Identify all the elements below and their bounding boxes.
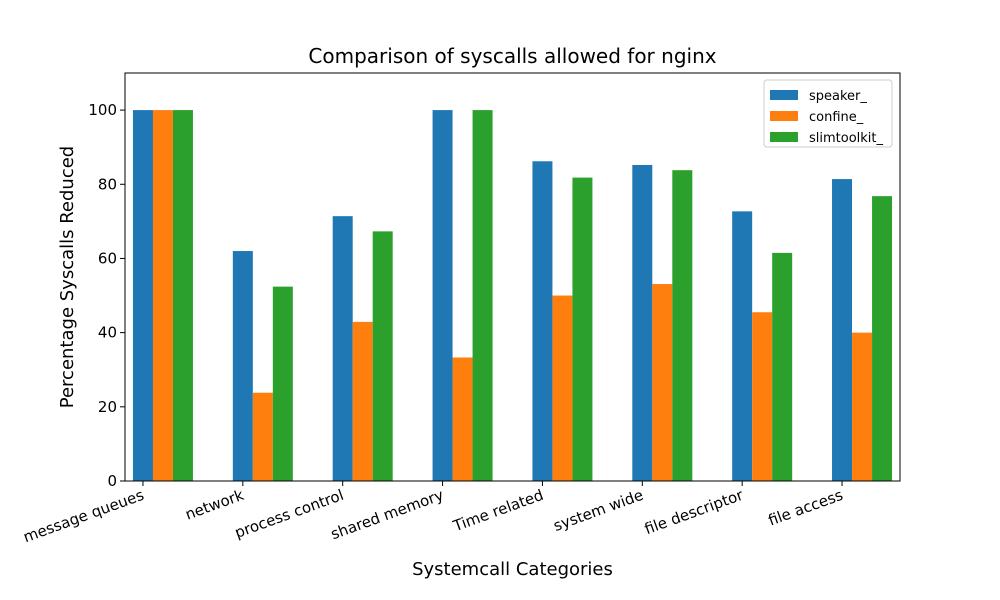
bar	[532, 161, 553, 481]
plot-frame	[124, 72, 901, 482]
y-tick-label: 40	[98, 324, 117, 342]
y-tick-label: 0	[107, 472, 117, 490]
bar	[752, 312, 773, 481]
x-tick-label: system wide	[551, 486, 646, 535]
legend: speaker_ confine_ slimtoolkit_	[763, 79, 893, 148]
legend-label: confine_	[809, 110, 864, 125]
bar	[372, 231, 393, 481]
bar	[472, 110, 493, 481]
bar	[452, 357, 473, 481]
bars-group	[132, 110, 893, 482]
bar	[572, 177, 593, 481]
bar	[232, 251, 253, 481]
chart-title: Comparison of syscalls allowed for nginx	[308, 44, 716, 68]
y-axis-label: Percentage Syscalls Reduced	[57, 146, 78, 408]
bar	[852, 332, 873, 481]
legend-swatch	[770, 111, 798, 121]
legend-label: speaker_	[809, 89, 867, 104]
y-tick-label: 100	[88, 101, 117, 119]
bar	[552, 295, 573, 481]
x-tick-label: Time related	[450, 486, 546, 536]
x-tick-label: file access	[766, 486, 846, 530]
bar	[332, 216, 353, 482]
bar	[352, 321, 373, 481]
y-tick-label: 80	[98, 175, 117, 193]
bar	[132, 110, 153, 481]
bar	[252, 392, 273, 481]
x-tick-label: file descriptor	[642, 486, 746, 539]
legend-swatch	[770, 132, 798, 142]
bar	[872, 196, 893, 481]
bar	[172, 110, 193, 481]
legend-swatch	[770, 90, 798, 100]
x-tick-label: shared memory	[328, 486, 446, 544]
x-axis-label: Systemcall Categories	[412, 559, 613, 580]
bar	[272, 286, 293, 481]
bar	[832, 179, 853, 481]
x-tick-label: network	[183, 486, 247, 524]
y-tick-label: 20	[98, 398, 117, 416]
bar	[152, 110, 173, 481]
bar	[732, 211, 753, 481]
bar	[672, 170, 693, 482]
bar	[652, 284, 673, 481]
bar	[432, 110, 453, 481]
x-tick-label: message queues	[21, 486, 147, 546]
y-tick-label: 60	[98, 249, 117, 267]
bar	[772, 252, 793, 481]
x-tick-label: process control	[232, 486, 346, 542]
bar	[632, 164, 653, 481]
legend-label: slimtoolkit_	[809, 131, 884, 146]
